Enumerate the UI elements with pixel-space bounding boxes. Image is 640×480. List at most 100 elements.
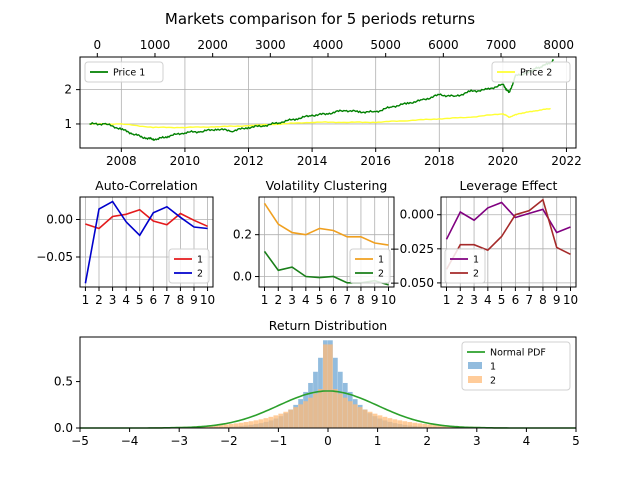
axes-frame xyxy=(440,196,577,288)
x-tick-label: −5 xyxy=(71,434,89,448)
legend-label: 2 xyxy=(378,269,384,280)
histogram-bar-2 xyxy=(258,419,264,428)
legend-label: 1 xyxy=(197,255,203,266)
top-x-tick-label: 5000 xyxy=(370,38,401,52)
top-x-tick-label: 3000 xyxy=(255,38,286,52)
histogram-bar-2 xyxy=(208,425,214,428)
x-tick-label: 3 xyxy=(288,293,296,307)
histogram-bar-2 xyxy=(218,424,224,428)
histogram-bar-2 xyxy=(387,418,393,428)
histogram-bar-2 xyxy=(283,411,289,428)
chart-title: Volatility Clustering xyxy=(266,178,388,193)
y-tick-label: −0.050 xyxy=(390,276,434,290)
x-tick-label: 4 xyxy=(122,293,130,307)
x-tick-label: 3 xyxy=(473,434,481,448)
histogram-bar-2 xyxy=(253,420,259,428)
x-tick-label: 2008 xyxy=(106,154,137,168)
histogram-bar-2 xyxy=(422,423,427,428)
legend-swatch-1 xyxy=(468,362,482,369)
histogram-bar-2 xyxy=(402,421,408,428)
x-tick-label: 10 xyxy=(563,293,578,307)
legend xyxy=(349,248,391,284)
legend-label: 1 xyxy=(473,255,479,266)
legend xyxy=(461,341,571,391)
series-line-1 xyxy=(263,202,389,246)
top-x-tick-label: 4000 xyxy=(313,38,344,52)
axes-frame xyxy=(79,196,214,288)
x-tick-label: 3 xyxy=(470,293,478,307)
x-tick-label: 1 xyxy=(374,434,382,448)
figure-title: Markets comparison for 5 periods returns xyxy=(165,10,475,28)
histogram-bar-2 xyxy=(293,407,299,428)
x-tick-label: 8 xyxy=(539,293,547,307)
histogram-bar-2 xyxy=(243,422,249,428)
histogram-bar-2 xyxy=(268,416,274,428)
x-tick-label: 7 xyxy=(525,293,533,307)
return-distribution-chart: Return Distribution −5 −4 −3 −2 −1 0 1 2 3 4 5 0.0 0.… xyxy=(54,318,580,448)
x-tick-label: −1 xyxy=(270,434,288,448)
x-tick-label: 3 xyxy=(109,293,117,307)
legend-price-2 xyxy=(491,61,571,83)
histogram-bar-2 xyxy=(223,424,229,428)
x-tick-label: 2 xyxy=(456,293,464,307)
x-tick-label: 6 xyxy=(330,293,338,307)
x-tick-label: 4 xyxy=(523,434,531,448)
histogram-bar-2 xyxy=(352,404,358,428)
x-tick-label: 2 xyxy=(274,293,282,307)
histogram-bar-2 xyxy=(367,411,373,428)
x-tick-label: 2020 xyxy=(488,154,519,168)
top-x-tick-label: 2000 xyxy=(197,38,228,52)
x-tick-label: 2018 xyxy=(424,154,455,168)
x-tick-label: 5 xyxy=(572,434,580,448)
axes-frame xyxy=(79,56,577,149)
histogram-bar-2 xyxy=(308,397,313,428)
legend-label: Price 2 xyxy=(520,68,552,79)
axes-frame xyxy=(258,196,395,288)
series-line-price-1 xyxy=(89,58,555,142)
histogram-bar-2 xyxy=(228,423,234,428)
x-tick-label: 7 xyxy=(163,293,171,307)
top-x-tick-label: 1000 xyxy=(140,38,171,52)
histogram-bar-2 xyxy=(372,413,378,428)
x-tick-label: 6 xyxy=(149,293,157,307)
legend-swatch-2 xyxy=(468,376,482,383)
series-line-price-2 xyxy=(89,107,551,129)
histogram-bar-2 xyxy=(288,409,294,428)
histogram-bar-2 xyxy=(238,422,244,428)
x-tick-label: 7 xyxy=(343,293,351,307)
histogram-bar-2 xyxy=(347,401,353,428)
x-tick-label: 1 xyxy=(82,293,90,307)
histogram-bar-2 xyxy=(362,409,368,428)
series-line-2 xyxy=(84,200,208,284)
histogram-bar-2 xyxy=(382,416,388,428)
histogram-bar-2 xyxy=(377,415,383,428)
x-tick-label: 8 xyxy=(177,293,185,307)
axes-frame xyxy=(79,336,577,429)
histogram-bar-2 xyxy=(318,389,323,428)
histogram-bar-2 xyxy=(323,344,328,428)
legend xyxy=(444,248,486,284)
histogram-bar-2 xyxy=(248,421,254,428)
histogram-bar-2 xyxy=(298,404,303,428)
histogram-bar-2 xyxy=(432,424,437,428)
legend-label: 1 xyxy=(490,362,496,373)
legend-label: Normal PDF xyxy=(490,348,546,359)
histogram-bar-2 xyxy=(233,423,239,428)
x-tick-label: 2016 xyxy=(360,154,391,168)
x-tick-label: 6 xyxy=(512,293,520,307)
series-line-1 xyxy=(85,208,208,230)
x-tick-label: 4 xyxy=(302,293,310,307)
y-tick-label: 1 xyxy=(64,117,72,131)
x-tick-label: 5 xyxy=(316,293,324,307)
histogram-bar-2 xyxy=(278,413,284,428)
histogram-bar-2 xyxy=(263,418,269,428)
y-tick-label: 0.2 xyxy=(233,228,252,242)
x-tick-label: 9 xyxy=(190,293,198,307)
y-tick-label: 0.0 xyxy=(54,421,73,435)
histogram-bar-2 xyxy=(417,423,423,428)
top-x-tick-label: 8000 xyxy=(543,38,574,52)
x-tick-label: 10 xyxy=(381,293,396,307)
y-tick-label: −0.025 xyxy=(390,242,434,256)
